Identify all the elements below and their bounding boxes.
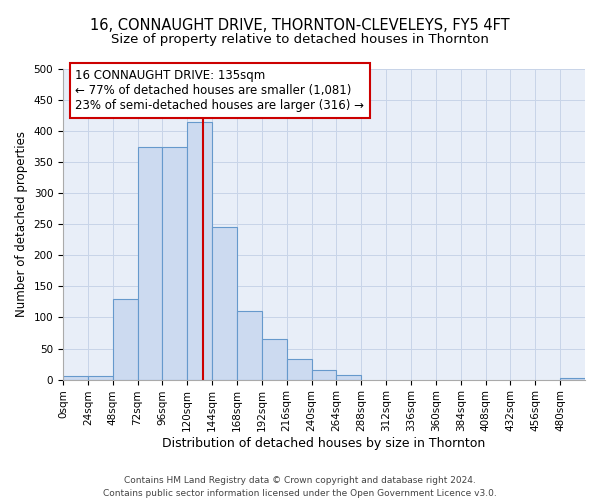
Bar: [137, 146, 163, 380]
Bar: [560, 378, 585, 380]
Bar: [311, 370, 337, 380]
Bar: [237, 312, 262, 380]
Y-axis label: Number of detached properties: Number of detached properties: [15, 132, 28, 318]
X-axis label: Distribution of detached houses by size in Thornton: Distribution of detached houses by size …: [163, 437, 485, 450]
Bar: [113, 299, 137, 380]
Bar: [187, 122, 212, 380]
Bar: [88, 376, 113, 380]
Bar: [163, 146, 187, 380]
Text: Contains HM Land Registry data © Crown copyright and database right 2024.
Contai: Contains HM Land Registry data © Crown c…: [103, 476, 497, 498]
Text: 16, CONNAUGHT DRIVE, THORNTON-CLEVELEYS, FY5 4FT: 16, CONNAUGHT DRIVE, THORNTON-CLEVELEYS,…: [90, 18, 510, 32]
Text: Size of property relative to detached houses in Thornton: Size of property relative to detached ho…: [111, 32, 489, 46]
Bar: [337, 374, 361, 380]
Bar: [262, 339, 287, 380]
Text: 16 CONNAUGHT DRIVE: 135sqm
← 77% of detached houses are smaller (1,081)
23% of s: 16 CONNAUGHT DRIVE: 135sqm ← 77% of deta…: [76, 69, 364, 112]
Bar: [212, 228, 237, 380]
Bar: [63, 376, 88, 380]
Bar: [287, 359, 311, 380]
